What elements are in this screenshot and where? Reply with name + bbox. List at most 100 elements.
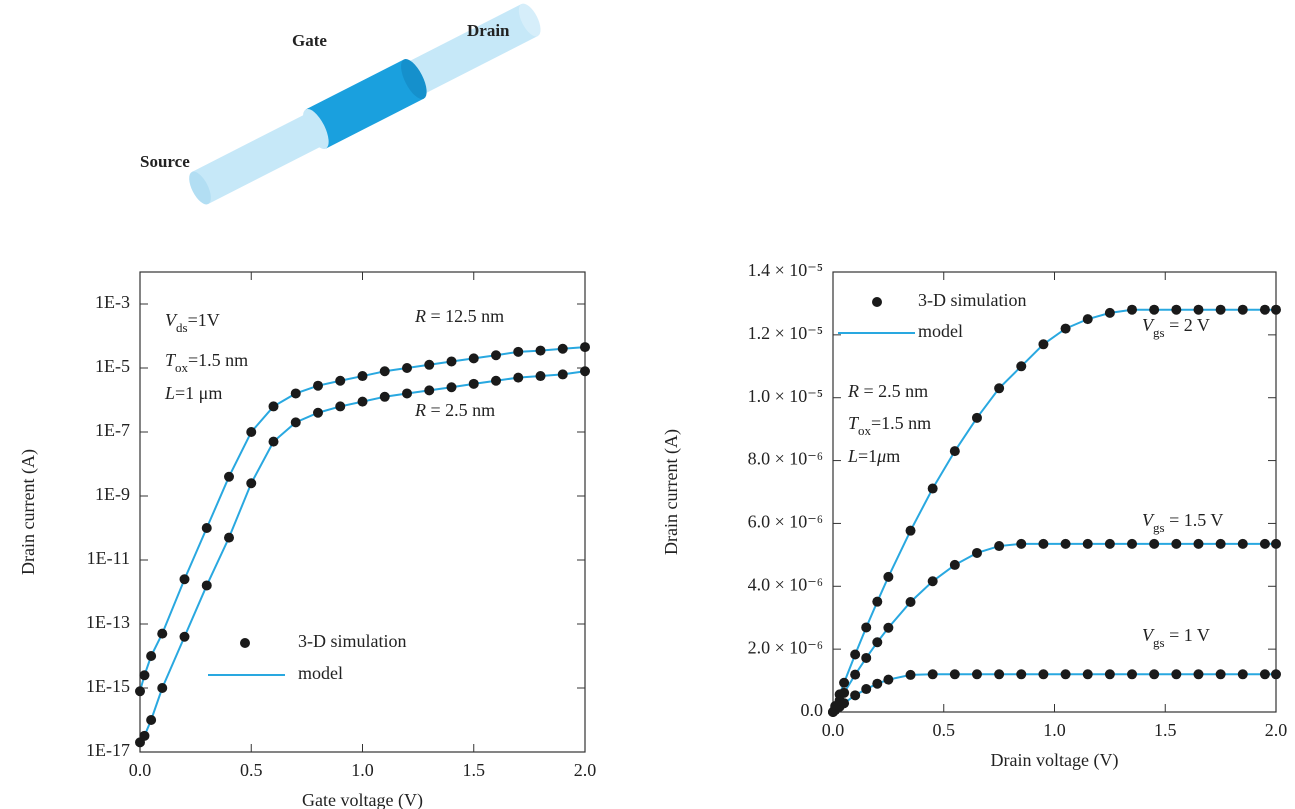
sim-point [446, 356, 457, 367]
annotation: R = 2.5 nm [847, 381, 928, 401]
sim-point [1271, 304, 1281, 315]
sim-point [1127, 669, 1138, 680]
sim-point [949, 669, 960, 680]
sim-point [1038, 669, 1049, 680]
sim-point [1016, 538, 1027, 549]
x-tick-label: 0.0 [822, 720, 845, 740]
chart: 0.0 0.5 1.0 1.5 2.0 0.0 2.0 × 10⁻⁶ 4.0 × 10⁻⁶ 6.… [661, 260, 1287, 771]
gate-label: Gate [292, 31, 327, 50]
sim-point [861, 652, 872, 663]
y-tick-label: 1E-17 [86, 740, 130, 760]
legend-entry: 3-D simulation [240, 631, 407, 651]
y-tick-label: 1.2 × 10⁻⁵ [748, 323, 823, 343]
annotation-part: = 2.5 nm [426, 400, 495, 420]
y-tick-label: 1E-15 [86, 676, 130, 696]
sim-point [905, 597, 916, 607]
annotation-part: V [1142, 625, 1155, 645]
sim-point [839, 698, 850, 709]
sim-point [949, 446, 960, 457]
sim-point [1082, 669, 1093, 680]
sim-point [1171, 538, 1182, 549]
annotation-part: = 12.5 nm [426, 306, 504, 326]
sim-point [313, 407, 323, 418]
sim-point [446, 382, 457, 393]
sim-point [1215, 538, 1226, 549]
sim-point [1104, 538, 1115, 549]
sim-point [872, 596, 883, 607]
annotation-part: = 2.5 nm [859, 381, 928, 401]
sim-point [850, 649, 861, 660]
sim-point [1016, 361, 1027, 372]
sim-point [513, 346, 524, 357]
sim-point [1038, 538, 1049, 549]
sim-point [1149, 538, 1160, 549]
annotation-part: R [414, 306, 426, 326]
source-label: Source [140, 152, 190, 171]
sim-point [424, 385, 435, 396]
nanowire [189, 3, 541, 205]
sim-point [1171, 304, 1182, 315]
annotation: Tox=1.5 nm [848, 413, 931, 438]
sim-point [201, 523, 212, 533]
y-tick-label: 1E-7 [95, 420, 130, 440]
sim-point [1127, 304, 1138, 315]
sim-point [1237, 538, 1248, 549]
sim-point [1193, 538, 1204, 549]
x-axis-label: Gate voltage (V) [302, 790, 423, 809]
sim-point [146, 651, 157, 661]
annotation: Vgs = 1.5 V [1142, 510, 1223, 535]
sim-point [839, 687, 850, 698]
annotation: L=1μm [847, 446, 900, 466]
sim-point [1271, 669, 1281, 680]
annotation-part: =1 [858, 446, 877, 466]
y-tick-label: 1E-11 [87, 548, 130, 568]
annotation-part: = 1 V [1165, 625, 1210, 645]
sim-point [971, 669, 982, 680]
x-tick-label: 0.5 [240, 760, 263, 780]
legend-entry: model [838, 321, 963, 341]
sim-point [424, 359, 435, 370]
annotation-part: V [165, 310, 178, 330]
sim-point [872, 678, 883, 689]
sim-point [268, 401, 279, 412]
annotation: L=1 μm [164, 383, 222, 403]
sim-point [1237, 669, 1248, 680]
sim-point [157, 628, 168, 639]
y-axis-label: Drain current (A) [661, 429, 682, 555]
y-tick-label: 1.0 × 10⁻⁵ [748, 386, 823, 406]
sim-point [157, 683, 168, 693]
sim-point [135, 686, 145, 697]
y-tick-label: 0.0 [801, 700, 824, 720]
sim-point [1215, 304, 1226, 315]
y-tick-label: 1E-3 [95, 292, 130, 312]
sim-point [224, 532, 234, 543]
annotation-part: m [886, 446, 900, 466]
annotation: Vds=1V [165, 310, 220, 335]
y-tick-label: 1.4 × 10⁻⁵ [748, 260, 823, 280]
sim-point [335, 375, 346, 386]
y-tick-label: 1E-5 [95, 356, 130, 376]
sim-point [557, 343, 568, 354]
sim-point [1259, 669, 1270, 680]
sim-point [379, 391, 390, 402]
chart: 0.0 0.5 1.0 1.5 2.0 1E-17 1E-15 1E-13 1E-11 1E-9 1… [18, 271, 596, 809]
gate-region [305, 59, 424, 149]
sim-point [1149, 304, 1160, 315]
annotation-part: R [414, 400, 426, 420]
y-tick-label: 4.0 × 10⁻⁶ [748, 574, 823, 594]
sim-point [1082, 314, 1093, 325]
annotation-part: gs [1153, 325, 1165, 340]
x-tick-label: 1.0 [1043, 720, 1066, 740]
sim-point [1038, 339, 1049, 350]
sim-point [927, 669, 938, 680]
sim-point [201, 580, 212, 591]
sim-point [535, 371, 546, 382]
sim-point [513, 372, 524, 383]
legend-label: 3-D simulation [298, 631, 407, 651]
sim-point [402, 363, 412, 373]
annotation-part: =1 μm [175, 383, 222, 403]
sim-point [268, 436, 279, 447]
annotation-part: = 1.5 V [1165, 510, 1224, 530]
